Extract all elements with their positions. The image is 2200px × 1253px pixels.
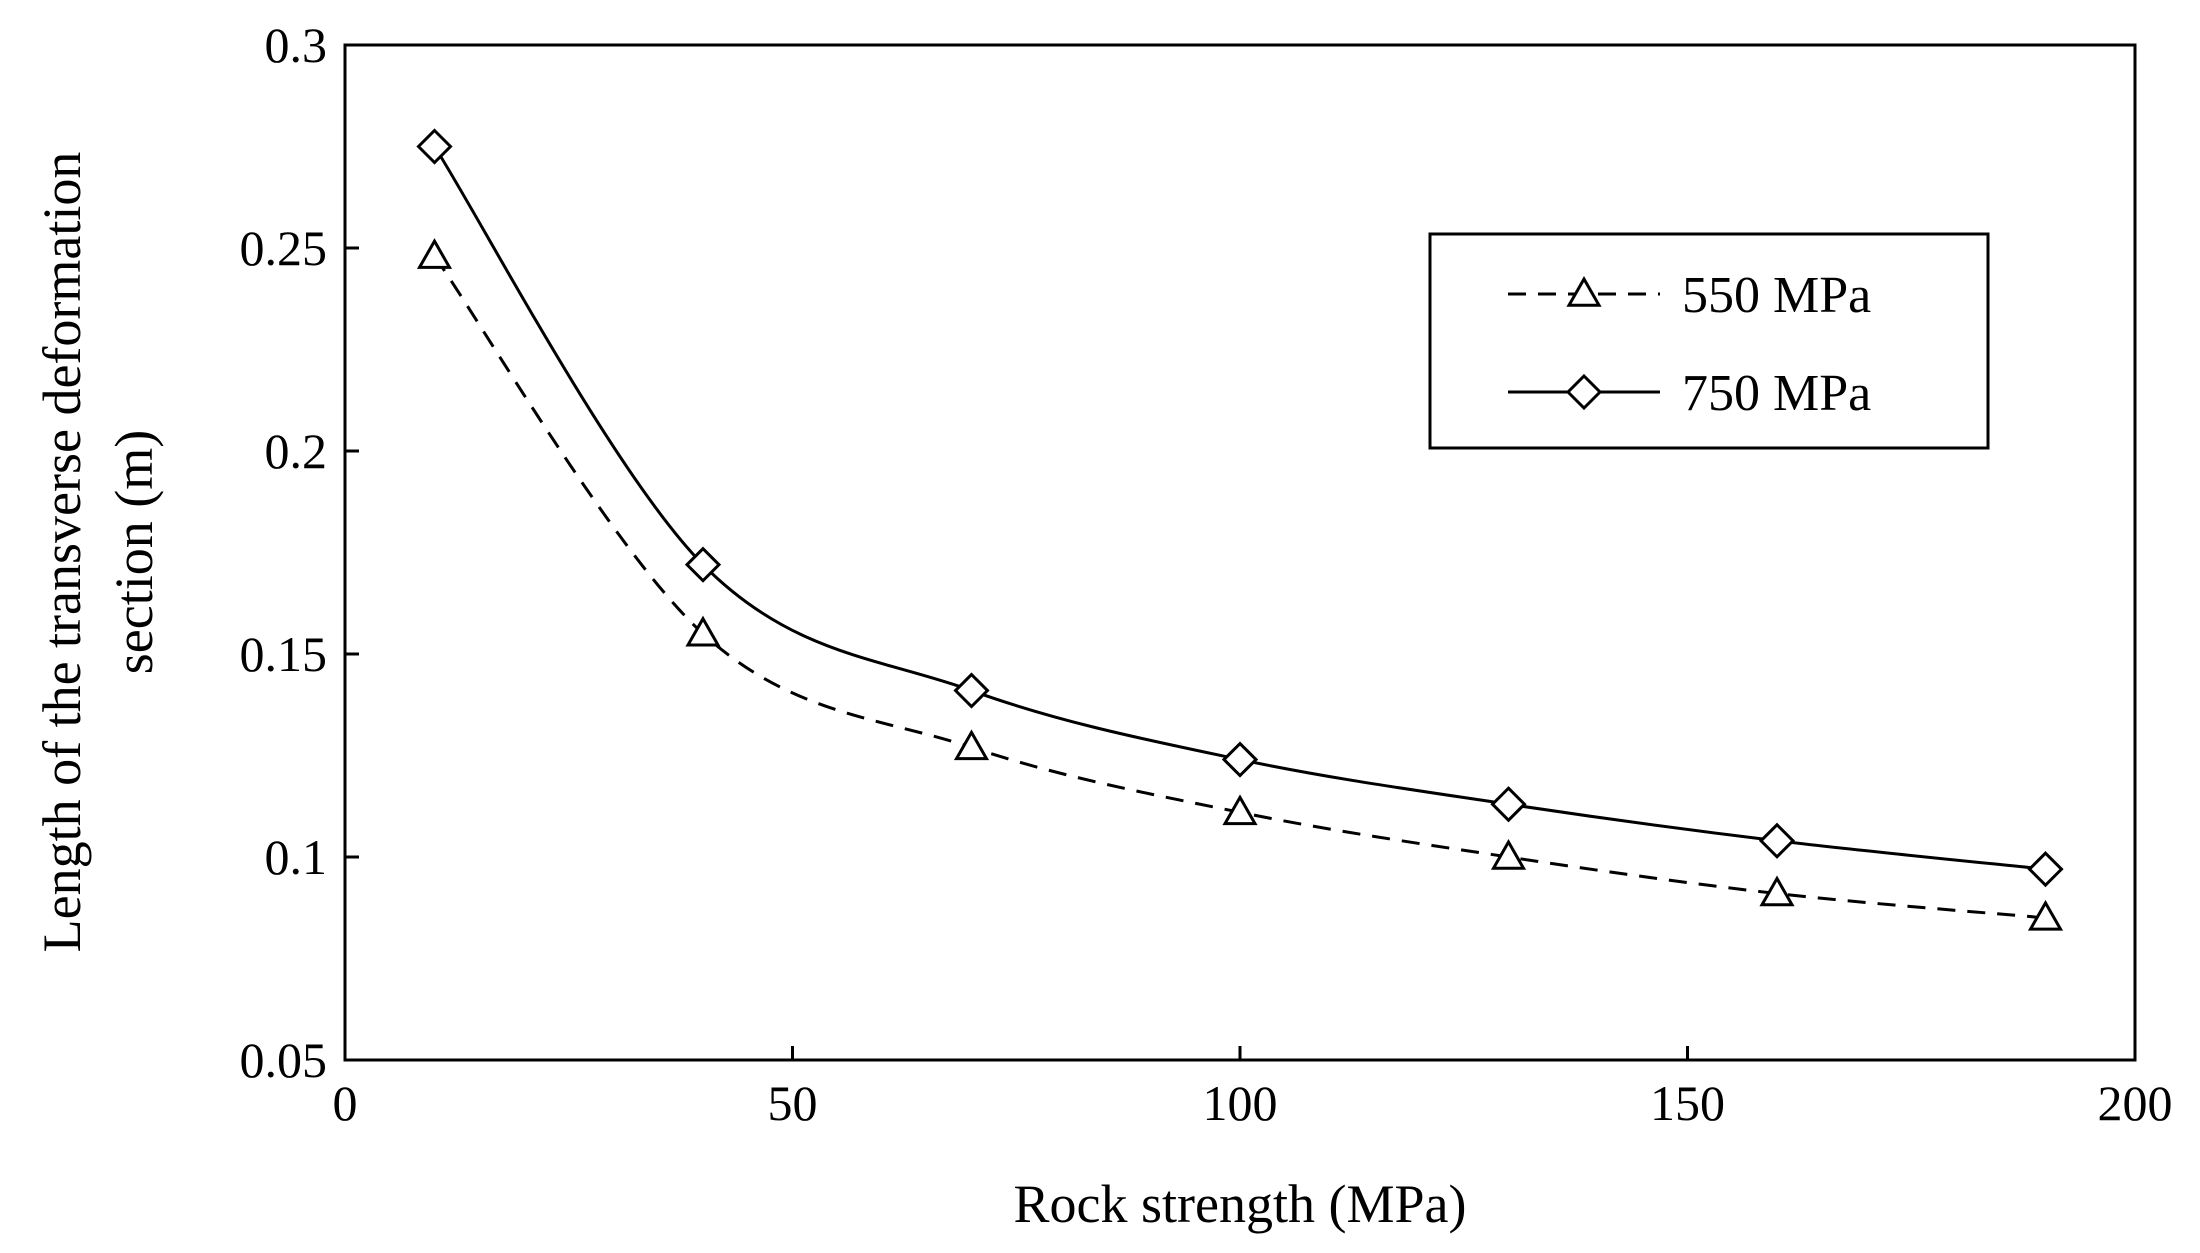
y-tick-label: 0.15 <box>240 626 328 682</box>
y-tick-label: 0.3 <box>265 17 328 73</box>
legend-marker-triangle <box>1566 275 1602 307</box>
legend-label-550: 550 MPa <box>1682 267 1871 324</box>
y-axis-title-line-1: Length of the transverse deformation <box>32 152 92 953</box>
x-tick-label: 100 <box>1203 1075 1278 1131</box>
y-axis-title-line-2: section (m) <box>104 430 164 674</box>
legend: 550 MPa 750 MPa <box>1428 232 1990 450</box>
legend-marker-diamond <box>1565 373 1603 411</box>
data-point-diamond <box>684 546 722 583</box>
series-line <box>433 255 2046 920</box>
data-point-triangle <box>1490 838 1527 870</box>
series-550-mpa <box>416 238 2064 931</box>
data-point-triangle <box>953 729 990 761</box>
y-tick-label: 0.05 <box>240 1032 328 1088</box>
data-point-triangle <box>416 238 453 269</box>
data-point-diamond <box>1490 786 1527 823</box>
series-layer <box>416 128 2064 931</box>
x-axis-title: Rock strength (MPa) <box>1014 1174 1467 1234</box>
y-tick-label: 0.2 <box>265 423 328 479</box>
data-point-triangle <box>685 615 721 647</box>
y-axis-title: Length of the transverse deformation sec… <box>32 152 164 953</box>
data-point-diamond <box>2027 851 2064 888</box>
data-point-diamond <box>953 672 990 709</box>
y-axis: 0.05 0.1 0.15 0.2 0.25 0.3 <box>240 17 359 1088</box>
data-point-diamond <box>1758 822 1796 859</box>
x-tick-label: 50 <box>768 1075 818 1131</box>
y-tick-label: 0.1 <box>265 829 328 885</box>
x-tick-label: 0 <box>333 1075 358 1131</box>
series-750-mpa <box>416 128 2064 888</box>
x-tick-label: 150 <box>1650 1075 1725 1131</box>
data-point-diamond <box>1221 741 1259 778</box>
y-tick-label: 0.25 <box>240 220 328 276</box>
data-point-triangle <box>1759 875 1795 907</box>
data-point-triangle <box>2027 899 2064 931</box>
data-point-triangle <box>1222 794 1258 826</box>
x-axis: 0 50 100 150 200 <box>333 1046 2173 1131</box>
legend-box <box>1428 232 1990 450</box>
data-point-diamond <box>416 128 453 165</box>
x-tick-label: 200 <box>2098 1075 2173 1131</box>
legend-label-750: 750 MPa <box>1682 365 1871 422</box>
